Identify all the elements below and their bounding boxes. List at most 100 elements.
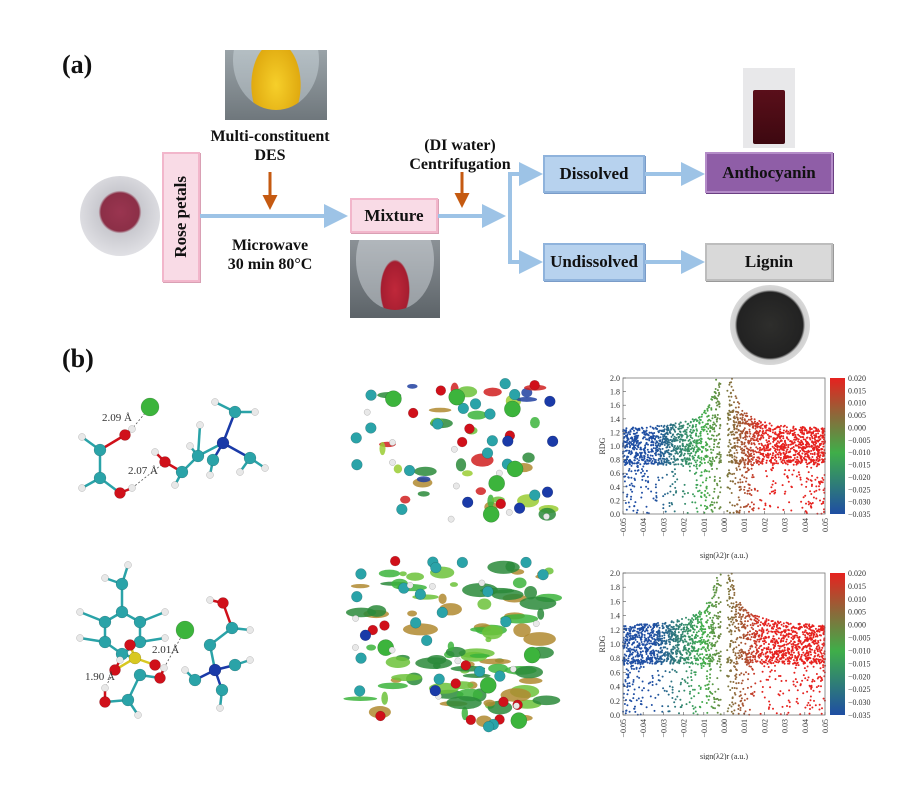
scatter-point (786, 475, 789, 478)
scatter-point (703, 504, 706, 507)
nci-isosurface (518, 677, 543, 684)
scatter-point (693, 642, 696, 645)
scatter-point (654, 442, 657, 445)
atom-c (206, 453, 220, 467)
scatter-point (632, 634, 634, 637)
scatter-point (783, 662, 786, 665)
scatter-point (763, 624, 766, 627)
scatter-point (790, 629, 793, 632)
scatter-point (742, 634, 745, 636)
scatter-point (729, 418, 732, 421)
scatter-point (685, 431, 688, 434)
scatter-point (708, 418, 711, 421)
scatter-point (729, 480, 732, 483)
scatter-point (776, 623, 779, 626)
scatter-point (641, 696, 644, 699)
scatter-point (671, 691, 674, 694)
scatter-point (706, 610, 709, 613)
scatter-point (782, 637, 785, 640)
scatter-point (820, 461, 823, 464)
scatter-point (718, 386, 721, 388)
scatter-point (622, 692, 625, 695)
scatter-point (637, 697, 640, 700)
scatter-point (805, 669, 808, 672)
scatter-point (808, 632, 811, 635)
scatter-point (670, 450, 673, 453)
scatter-point (715, 467, 718, 470)
scatter-point (794, 678, 797, 681)
scatter-point (651, 680, 654, 683)
scatter-point (782, 457, 785, 460)
scatter-point (738, 439, 741, 442)
scatter-point (692, 649, 695, 651)
nci-isosurface (530, 416, 540, 429)
scatter-point (640, 496, 643, 499)
scatter-point (739, 694, 742, 697)
scatter-point (719, 610, 722, 613)
scatter-point (794, 453, 797, 456)
scatter-point (780, 639, 782, 642)
scatter-point (713, 397, 716, 400)
atom-c (228, 658, 242, 672)
scatter-point (759, 451, 761, 454)
scatter-point (800, 456, 803, 459)
scatter-point (692, 614, 695, 616)
scatter-point (697, 612, 700, 614)
scatter-point (686, 435, 689, 437)
scatter-point (660, 454, 663, 457)
scatter-point (776, 446, 779, 449)
scatter-point (718, 438, 721, 441)
scatter-point (765, 470, 767, 472)
scatter-point (728, 471, 731, 474)
scatter-point (682, 623, 685, 626)
scatter-point (813, 490, 816, 493)
scatter-point (741, 702, 744, 705)
scatter-point (812, 496, 815, 499)
scatter-point (642, 628, 644, 631)
scatter-point (668, 502, 671, 504)
scatter-point (666, 631, 669, 634)
scatter-point (747, 489, 750, 492)
scatter-point (666, 647, 669, 650)
scatter-point (738, 460, 741, 463)
atom-h (447, 515, 455, 523)
scatter-point (750, 437, 753, 440)
scatter-point (818, 435, 821, 438)
scatter-point (705, 470, 708, 473)
scatter-point (640, 641, 643, 643)
scatter-point (751, 659, 754, 662)
atom-h (389, 459, 396, 466)
scatter-point (812, 449, 815, 452)
scatter-point (652, 427, 655, 430)
scatter-point (685, 460, 688, 463)
scatter-point (715, 438, 718, 441)
scatter-point (750, 460, 752, 463)
scatter-point (666, 451, 669, 454)
scatter-point (688, 685, 690, 688)
scatter-point (779, 458, 782, 461)
scatter-point (727, 616, 730, 619)
scatter-point (754, 630, 757, 632)
scatter-point (647, 462, 650, 465)
scatter-point (814, 627, 817, 630)
scatter-point (776, 659, 779, 661)
scatter-point (787, 430, 790, 433)
scatter-point (632, 642, 635, 645)
scatter-point (652, 635, 655, 638)
scatter-point (705, 479, 707, 482)
scatter-point (743, 422, 746, 425)
scatter-point (666, 492, 669, 495)
scatter-point (685, 616, 687, 619)
scatter-point (705, 423, 708, 426)
scatter-point (759, 438, 762, 441)
scatter-point (728, 414, 731, 416)
scatter-point (713, 594, 716, 597)
scatter-point (783, 424, 786, 427)
scatter-point (646, 456, 649, 459)
scatter-point (809, 438, 812, 441)
rose-petals-photo (80, 176, 160, 256)
scatter-point (758, 629, 761, 632)
scatter-point (695, 463, 698, 466)
scatter-point (700, 664, 703, 667)
scatter-point (635, 472, 637, 475)
